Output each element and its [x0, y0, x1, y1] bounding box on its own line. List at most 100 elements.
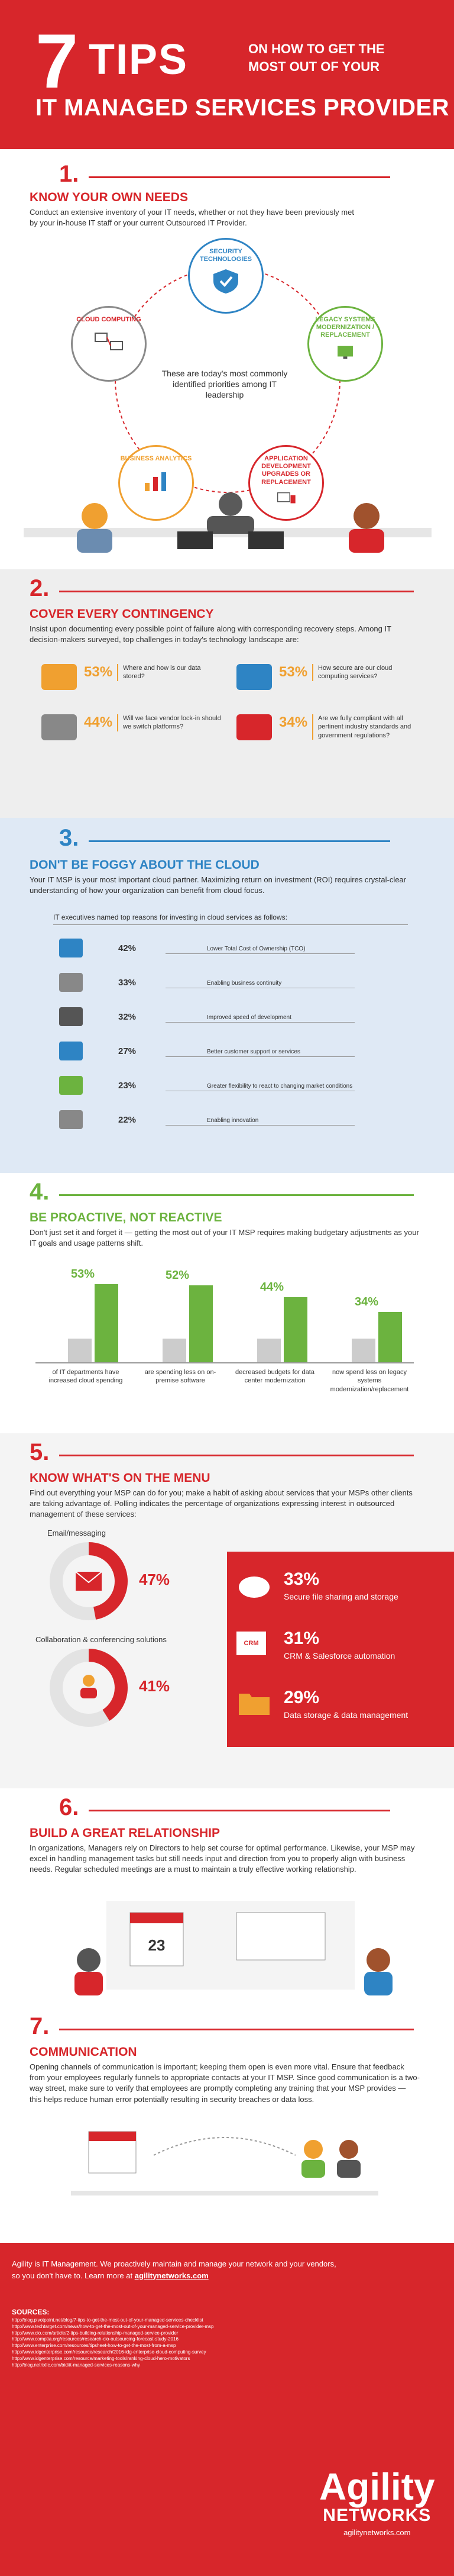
section-5-divider	[59, 1455, 414, 1456]
meeting-illustration	[74, 1901, 393, 1995]
budget-bar	[284, 1297, 307, 1362]
need-analytics-label: BUSINESS ANALYTICS	[120, 455, 192, 462]
source-link[interactable]: http://www.cio.com/article/2-tips-buildi…	[12, 2330, 179, 2336]
menu-item-data-storage: 29% Data storage & data management	[284, 1688, 408, 1720]
stat-data-storage: 53% Where and how is our data stored?	[41, 664, 223, 690]
stat-compliance: 34% Are we fully compliant with all pert…	[236, 714, 419, 740]
reason-bar: Improved speed of development	[166, 1011, 355, 1023]
stat-desc: How secure are our cloud computing servi…	[312, 664, 419, 681]
need-security-label: SECURITY TECHNOLOGIES	[199, 248, 252, 263]
stat-desc: Are we fully compliant with all pertinen…	[312, 714, 419, 740]
budget-bar-pct: 53%	[70, 1267, 95, 1281]
sources-title: SOURCES:	[12, 2308, 50, 2316]
budget-bar-base	[352, 1339, 375, 1362]
budget-bar-base	[68, 1339, 92, 1362]
section-6-divider	[89, 1810, 390, 1811]
server-icon	[59, 973, 83, 992]
section-4-number: 4.	[30, 1179, 50, 1205]
flexibility-person-icon	[59, 1076, 83, 1095]
footer-link[interactable]: agilitynetworks.com	[134, 2271, 209, 2280]
section-4-text: Don't just set it and forget it — gettin…	[30, 1228, 419, 1248]
reason-label: Greater flexibility to react to changing…	[207, 1083, 353, 1089]
reason-pct: 32%	[118, 1011, 137, 1022]
section-1: 1. KNOW YOUR OWN NEEDS Conduct an extens…	[0, 149, 454, 569]
source-link[interactable]: http://blog.netrixllc.com/bid/it-managed…	[12, 2362, 140, 2368]
budget-bar-pct: 34%	[354, 1295, 379, 1308]
section-4-title: BE PROACTIVE, NOT REACTIVE	[30, 1211, 222, 1224]
section-3-divider	[89, 840, 390, 842]
reason-label: Enabling business continuity	[207, 980, 282, 986]
calendar-day: 23	[148, 1936, 166, 1954]
logo-word-agility: Agility	[319, 2465, 435, 2508]
logo-url: agilitynetworks.com	[343, 2528, 411, 2537]
budget-bar	[95, 1284, 118, 1362]
section-1-text: Conduct an extensive inventory of your I…	[30, 208, 354, 228]
stat-pct: 34%	[279, 714, 308, 730]
section-2-number: 2.	[30, 575, 50, 601]
budget-bar-label: decreased budgets for data center modern…	[235, 1369, 314, 1385]
budget-bar-label: of IT departments have increased cloud s…	[48, 1369, 123, 1385]
section-6-title: BUILD A GREAT RELATIONSHIP	[30, 1826, 220, 1840]
reason-label: Improved speed of development	[207, 1014, 291, 1021]
budget-bar	[189, 1285, 213, 1362]
section-4: 4. BE PROACTIVE, NOT REACTIVE Don't just…	[0, 1173, 454, 1433]
section-6-text: In organizations, Managers rely on Direc…	[30, 1843, 415, 1874]
reason-label: Lower Total Cost of Ownership (TCO)	[207, 946, 306, 952]
sources-list: http://blog.pivotpoint.net/blog/7-tips-t…	[12, 2317, 290, 2368]
need-appdev: APPLICATION DEVELOPMENT UPGRADES OR REPL…	[248, 445, 324, 521]
source-link[interactable]: http://www.enterprise.com/resources/tips…	[12, 2343, 176, 2349]
reason-row: 22% Enabling innovation	[59, 1108, 414, 1131]
donut-email-pct: 47%	[139, 1571, 170, 1588]
communication-illustration	[71, 2131, 378, 2195]
lightbulb-icon	[59, 1110, 83, 1129]
need-legacy-label: LEGACY SYSTEMS MODERNIZATION / REPLACEME…	[315, 316, 375, 339]
menu-item-label: Data storage & data management	[284, 1710, 408, 1720]
budget-chart-baseline	[35, 1362, 414, 1363]
menu-item-pct: 29%	[284, 1688, 320, 1707]
source-link[interactable]: http://blog.pivotpoint.net/blog/7-tips-t…	[12, 2317, 203, 2323]
source-link[interactable]: http://www.idgenterprise.com/resource/ma…	[12, 2355, 190, 2361]
budget-bar-label: now spend less on legacy systems moderni…	[330, 1369, 409, 1393]
budget-bar-base	[257, 1339, 281, 1362]
menu-item-pct: 33%	[284, 1569, 320, 1589]
footer-blurb-line2: so you don't have to. Learn more at	[12, 2271, 133, 2280]
reason-label: Better customer support or services	[207, 1049, 300, 1055]
padlock-icon	[41, 714, 77, 740]
need-security: SECURITY TECHNOLOGIES	[188, 238, 264, 314]
menu-item-pct: 31%	[284, 1629, 320, 1648]
source-link[interactable]: http://www.techtarget.com/news/how-to-ge…	[12, 2323, 214, 2329]
office-desk-illustration	[24, 492, 432, 553]
reason-row: 32% Improved speed of development	[59, 1005, 414, 1029]
reason-label: Enabling innovation	[207, 1117, 259, 1124]
menu-item-label: CRM & Salesforce automation	[284, 1651, 395, 1661]
section-3-intro: IT executives named top reasons for inve…	[53, 913, 287, 921]
budget-chart: 53% of IT departments have increased clou…	[35, 1256, 420, 1410]
section-5-title: KNOW WHAT'S ON THE MENU	[30, 1471, 210, 1485]
stat-pct: 44%	[84, 714, 113, 730]
reason-bar: Enabling innovation	[166, 1114, 355, 1126]
section-1-number: 1.	[59, 161, 79, 187]
donut-label: Collaboration & conferencing solutions	[35, 1635, 167, 1644]
need-cloud: CLOUD COMPUTING	[71, 306, 147, 382]
source-link[interactable]: http://www.comptia.org/resources/researc…	[12, 2336, 179, 2342]
devices-icon	[277, 492, 296, 504]
stat-pct: 53%	[84, 664, 113, 680]
section-4-divider	[59, 1194, 414, 1196]
reason-row: 33% Enabling business continuity	[59, 971, 414, 994]
section-3-title: DON'T BE FOGGY ABOUT THE CLOUD	[30, 858, 260, 872]
reason-row: 23% Greater flexibility to react to chan…	[59, 1073, 414, 1097]
stat-cloud-security: 53% How secure are our cloud computing s…	[236, 664, 419, 690]
reason-bar: Better customer support or services	[166, 1045, 355, 1057]
code-window-icon	[59, 1007, 83, 1026]
need-analytics: BUSINESS ANALYTICS	[118, 445, 194, 521]
agility-logo: Agility NETWORKS agilitynetworks.com	[319, 2468, 435, 2537]
budget-bar-label: are spending less on on-premise software	[144, 1369, 216, 1385]
cloud-network-icon	[95, 333, 123, 351]
section-5-text: Find out everything your MSP can do for …	[30, 1488, 413, 1519]
source-link[interactable]: http://www.idgenterprise.com/resource/re…	[12, 2349, 206, 2355]
donut-label: Email/messaging	[47, 1529, 106, 1537]
header-subtitle-line1: ON HOW TO GET THE	[248, 41, 385, 56]
monitor-refresh-icon	[338, 346, 353, 359]
reason-bar: Enabling business continuity	[166, 976, 355, 988]
section-1-divider	[89, 176, 390, 178]
